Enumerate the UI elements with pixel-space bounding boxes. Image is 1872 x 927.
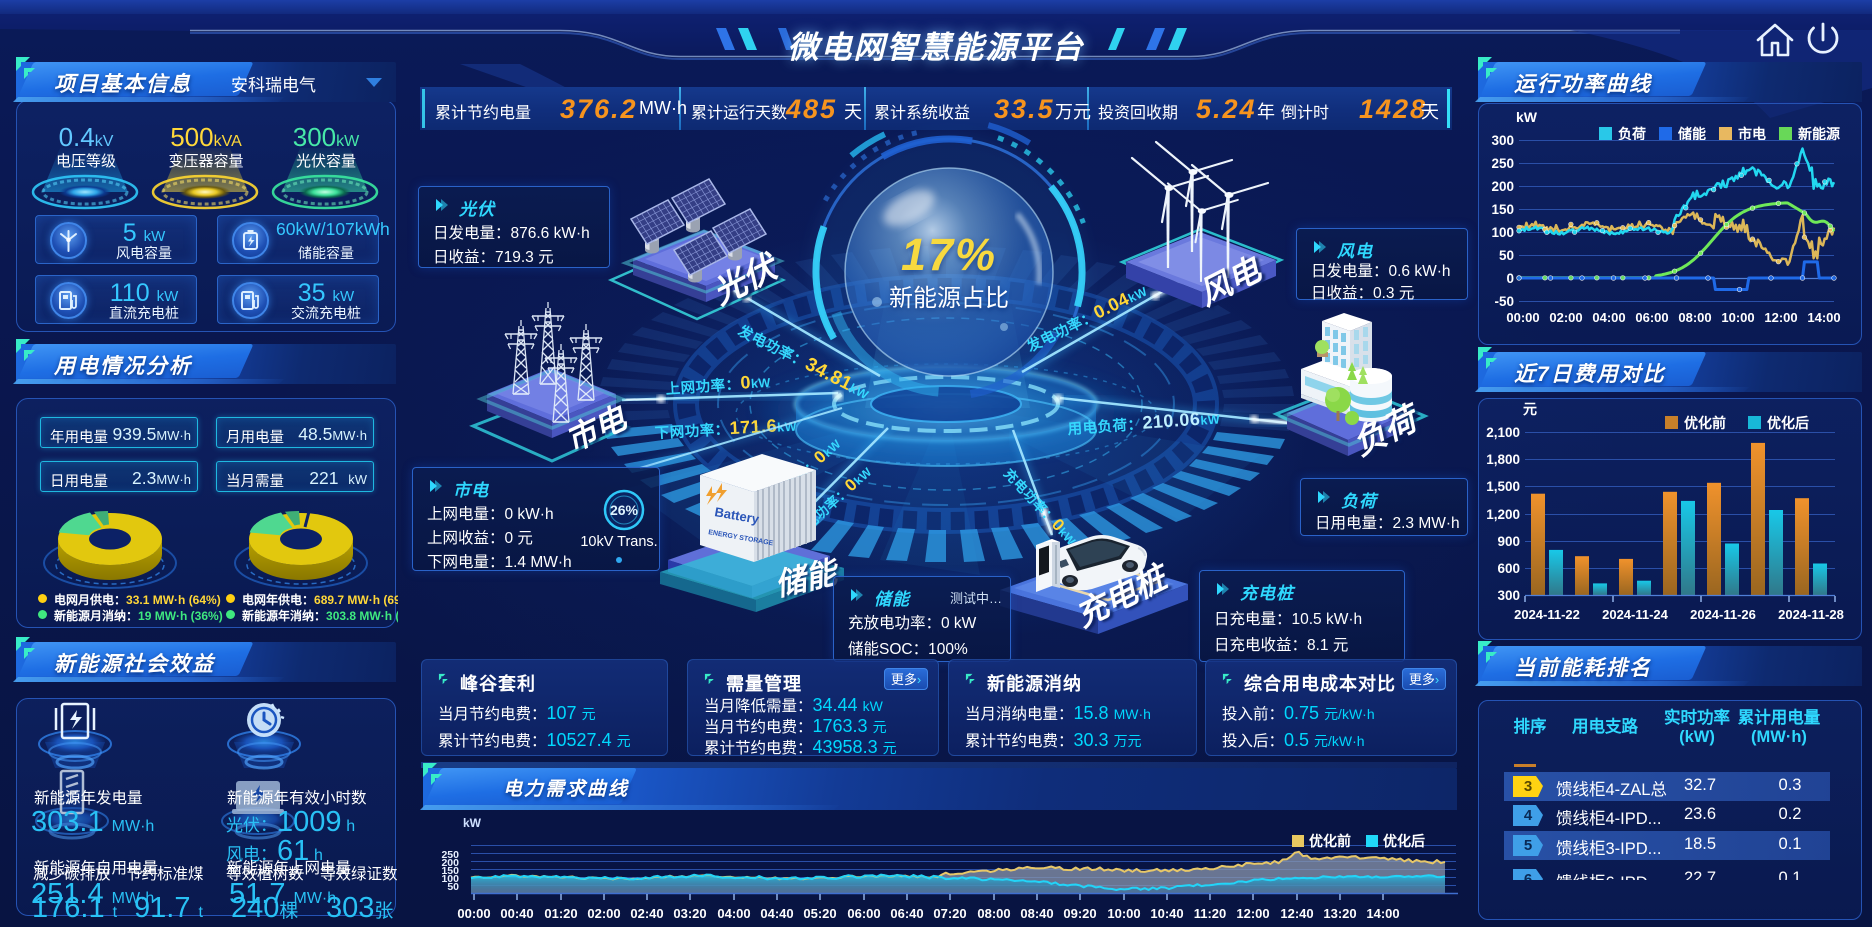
svg-text:13:20: 13:20	[1323, 906, 1356, 921]
svg-text:11:20: 11:20	[1194, 906, 1227, 921]
svg-text:600: 600	[1497, 561, 1520, 576]
svg-text:用电负荷：210.06kW: 用电负荷：210.06kW	[1067, 407, 1221, 438]
svg-text:市电: 市电	[1738, 126, 1766, 142]
svg-text:900: 900	[1497, 534, 1520, 549]
svg-text:新能源占比: 新能源占比	[889, 285, 1009, 312]
svg-text:0: 0	[1506, 271, 1514, 286]
svg-text:2024-11-22: 2024-11-22	[1514, 607, 1580, 622]
svg-text:02:00: 02:00	[1549, 310, 1582, 325]
svg-text:03:20: 03:20	[673, 906, 706, 921]
svg-text:-50: -50	[1494, 294, 1514, 309]
svg-text:00:40: 00:40	[500, 906, 533, 921]
svg-text:1,800: 1,800	[1486, 452, 1520, 467]
svg-text:10:00: 10:00	[1721, 310, 1754, 325]
svg-text:00:00: 00:00	[1506, 310, 1539, 325]
svg-text:12:00: 12:00	[1764, 310, 1797, 325]
svg-text:01:20: 01:20	[544, 906, 577, 921]
svg-text:06:40: 06:40	[890, 906, 923, 921]
svg-text:150: 150	[441, 865, 459, 877]
svg-text:05:20: 05:20	[803, 906, 836, 921]
svg-text:kW: kW	[463, 816, 482, 830]
svg-text:优化前: 优化前	[1309, 833, 1351, 849]
svg-text:300: 300	[1491, 133, 1514, 148]
svg-text:2,100: 2,100	[1486, 425, 1520, 440]
svg-text:2024-11-28: 2024-11-28	[1778, 607, 1844, 622]
svg-text:04:40: 04:40	[760, 906, 793, 921]
svg-text:2024-11-24: 2024-11-24	[1602, 607, 1669, 622]
svg-text:新能源: 新能源	[1798, 126, 1840, 142]
svg-text:10:40: 10:40	[1150, 906, 1183, 921]
svg-text:1,500: 1,500	[1486, 479, 1520, 494]
svg-text:100: 100	[441, 873, 459, 885]
svg-text:08:00: 08:00	[977, 906, 1010, 921]
svg-text:50: 50	[1499, 248, 1514, 263]
svg-text:14:00: 14:00	[1807, 310, 1840, 325]
svg-text:10:00: 10:00	[1107, 906, 1140, 921]
svg-text:300: 300	[1497, 588, 1520, 603]
svg-text:优化前: 优化前	[1684, 415, 1726, 431]
svg-text:00:00: 00:00	[457, 906, 490, 921]
svg-text:09:20: 09:20	[1063, 906, 1096, 921]
svg-text:10kV Trans.: 10kV Trans.	[580, 534, 657, 550]
svg-text:优化后: 优化后	[1767, 415, 1809, 431]
svg-text:06:00: 06:00	[847, 906, 880, 921]
svg-text:储能: 储能	[1677, 126, 1706, 142]
svg-text:08:40: 08:40	[1020, 906, 1053, 921]
svg-text:50: 50	[447, 881, 459, 893]
svg-text:200: 200	[441, 857, 459, 869]
svg-text:250: 250	[1491, 156, 1514, 171]
svg-text:14:00: 14:00	[1366, 906, 1399, 921]
svg-text:上网功率：0kW: 上网功率：0kW	[665, 371, 771, 398]
svg-text:2024-11-26: 2024-11-26	[1690, 607, 1756, 622]
svg-text:08:00: 08:00	[1678, 310, 1711, 325]
svg-text:元: 元	[1523, 401, 1537, 417]
svg-text:02:00: 02:00	[587, 906, 620, 921]
svg-text:负荷: 负荷	[1618, 126, 1646, 142]
svg-text:kW: kW	[1516, 109, 1538, 125]
svg-text:07:20: 07:20	[933, 906, 966, 921]
svg-text:优化后: 优化后	[1383, 833, 1425, 849]
svg-text:04:00: 04:00	[717, 906, 750, 921]
svg-text:02:40: 02:40	[630, 906, 663, 921]
svg-text:1,200: 1,200	[1486, 507, 1520, 522]
svg-text:100: 100	[1491, 225, 1514, 240]
svg-text:26%: 26%	[610, 502, 639, 518]
svg-text:250: 250	[441, 849, 459, 861]
svg-text:17%: 17%	[901, 229, 997, 280]
svg-text:04:00: 04:00	[1592, 310, 1625, 325]
svg-text:200: 200	[1491, 179, 1514, 194]
svg-text:12:00: 12:00	[1236, 906, 1269, 921]
svg-text:150: 150	[1491, 202, 1514, 217]
svg-text:06:00: 06:00	[1635, 310, 1668, 325]
svg-text:12:40: 12:40	[1280, 906, 1313, 921]
